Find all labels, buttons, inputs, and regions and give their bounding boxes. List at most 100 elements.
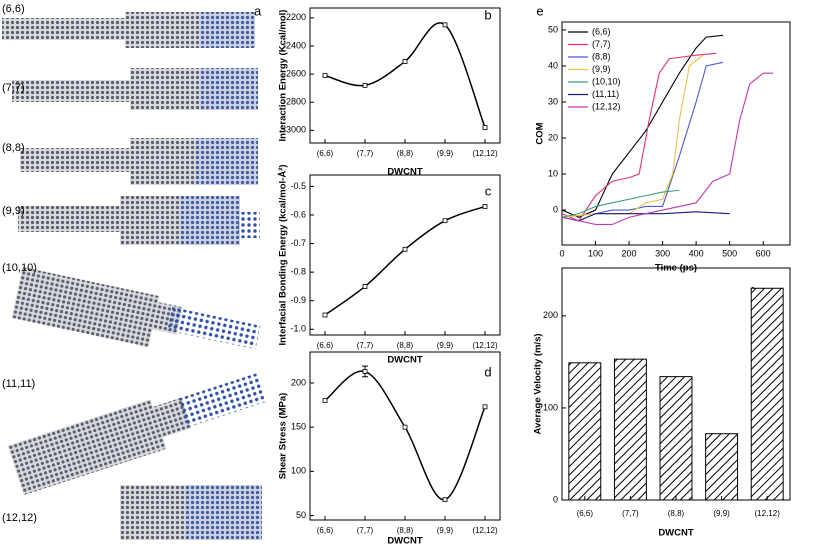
x-tick-label: (7,7) bbox=[357, 341, 374, 350]
tube-label: (11,11) bbox=[2, 378, 35, 390]
nanotube bbox=[120, 485, 262, 540]
series-line bbox=[561, 72, 774, 226]
plot-frame bbox=[309, 174, 501, 336]
x-axis-label: DWCNT bbox=[658, 528, 694, 539]
y-tick-label: -1.0 bbox=[290, 324, 306, 334]
nanotube bbox=[12, 68, 258, 110]
y-tick-label: 50 bbox=[296, 510, 306, 520]
panel-letter: e bbox=[536, 3, 543, 18]
x-tick-label: (6,6) bbox=[317, 341, 334, 350]
y-tick-label: 100 bbox=[543, 402, 558, 412]
data-point bbox=[402, 424, 408, 430]
y-tick-label: 200 bbox=[543, 310, 558, 320]
x-tick-label: (9,9) bbox=[713, 509, 730, 518]
x-tick-label: (12,12) bbox=[755, 509, 781, 518]
plot-frame bbox=[309, 351, 501, 521]
x-tick-label: (7,7) bbox=[357, 149, 374, 158]
y-tick-label: -2200 bbox=[283, 12, 306, 22]
tube-label: (8,8) bbox=[2, 142, 25, 154]
plot-frame bbox=[561, 21, 791, 246]
panel-a: a (6,6) (7,7) (8,8) (9,9) (10,10) (11,11… bbox=[2, 3, 267, 540]
y-tick-label: 150 bbox=[291, 422, 306, 432]
panel-letter: b bbox=[484, 7, 491, 22]
bar bbox=[659, 376, 693, 501]
y-tick-label: -3000 bbox=[283, 125, 306, 135]
bar bbox=[750, 287, 784, 501]
x-tick-label: 0 bbox=[559, 248, 564, 258]
x-tick-label: 300 bbox=[655, 248, 670, 258]
nanotube bbox=[18, 196, 260, 245]
data-point bbox=[482, 204, 488, 209]
bar bbox=[613, 358, 647, 501]
x-tick-label: (8,8) bbox=[668, 509, 685, 518]
legend-label: (10,10) bbox=[592, 76, 621, 86]
x-tick-label: (8,8) bbox=[397, 149, 414, 158]
x-tick-label: (8,8) bbox=[397, 526, 414, 535]
y-tick-label: -0.5 bbox=[290, 181, 306, 191]
data-point bbox=[322, 398, 328, 404]
y-tick-label: 10 bbox=[548, 168, 558, 178]
series-line bbox=[561, 61, 724, 222]
data-point bbox=[362, 284, 368, 289]
y-tick-label: 100 bbox=[291, 466, 306, 476]
y-tick-label: -2400 bbox=[283, 40, 306, 50]
x-tick-label: (12,12) bbox=[472, 526, 498, 535]
y-axis-label: Shear Stress (MPa) bbox=[278, 393, 289, 480]
y-tick-label: 30 bbox=[548, 96, 558, 106]
tube-label: (6,6) bbox=[2, 3, 25, 15]
series-line bbox=[561, 211, 730, 222]
x-axis-label: DWCNT bbox=[387, 167, 423, 178]
y-axis-label: COM bbox=[535, 122, 546, 144]
data-point bbox=[322, 312, 328, 318]
y-tick-label: -0.8 bbox=[290, 267, 306, 277]
x-tick-label: 400 bbox=[689, 248, 704, 258]
x-tick-label: (7,7) bbox=[357, 526, 374, 535]
data-point bbox=[362, 82, 368, 88]
x-tick-label: (6,6) bbox=[317, 149, 334, 158]
x-tick-label: (7,7) bbox=[622, 509, 639, 518]
data-point bbox=[442, 22, 448, 28]
data-point bbox=[482, 404, 488, 410]
legend-label: (11,11) bbox=[592, 89, 619, 99]
nanotube bbox=[20, 138, 258, 185]
x-tick-label: 600 bbox=[756, 248, 771, 258]
legend-label: (8,8) bbox=[592, 51, 611, 61]
bar bbox=[705, 433, 739, 501]
y-tick-label: 20 bbox=[548, 132, 558, 142]
panel-letter: c bbox=[485, 183, 492, 198]
data-curve bbox=[324, 205, 486, 316]
data-point bbox=[402, 59, 408, 64]
x-tick-label: 100 bbox=[588, 248, 603, 258]
tube-label: (12,12) bbox=[2, 512, 37, 524]
data-point bbox=[402, 246, 408, 252]
data-point bbox=[442, 497, 448, 503]
legend-label: (12,12) bbox=[592, 101, 621, 111]
data-curve bbox=[324, 370, 486, 501]
data-point bbox=[442, 218, 448, 224]
x-tick-label: (12,12) bbox=[472, 149, 498, 158]
x-tick-label: (12,12) bbox=[472, 341, 498, 350]
x-axis-label: DWCNT bbox=[387, 355, 423, 366]
data-point bbox=[482, 125, 488, 130]
x-tick-label: 200 bbox=[622, 248, 637, 258]
y-tick-label: -2600 bbox=[283, 68, 306, 78]
y-tick-label: 200 bbox=[291, 377, 306, 387]
panel-letter: a bbox=[254, 3, 262, 18]
tube-label: (7,7) bbox=[2, 82, 25, 94]
series-line bbox=[561, 54, 704, 218]
nanotube bbox=[11, 267, 261, 350]
y-axis-label: Interfacial Bonding Energy (kcal/mol-Å²) bbox=[278, 164, 289, 345]
y-tick-label: -2800 bbox=[283, 97, 306, 107]
plot-frame bbox=[309, 7, 501, 144]
tube-label: (10,10) bbox=[2, 262, 37, 274]
y-tick-label: -0.9 bbox=[290, 295, 306, 305]
data-point bbox=[322, 73, 328, 78]
y-axis-label: Average Velocity (m/s) bbox=[533, 333, 544, 434]
series-line bbox=[561, 52, 717, 222]
nanotube bbox=[2, 12, 255, 48]
x-tick-label: (8,8) bbox=[397, 341, 414, 350]
